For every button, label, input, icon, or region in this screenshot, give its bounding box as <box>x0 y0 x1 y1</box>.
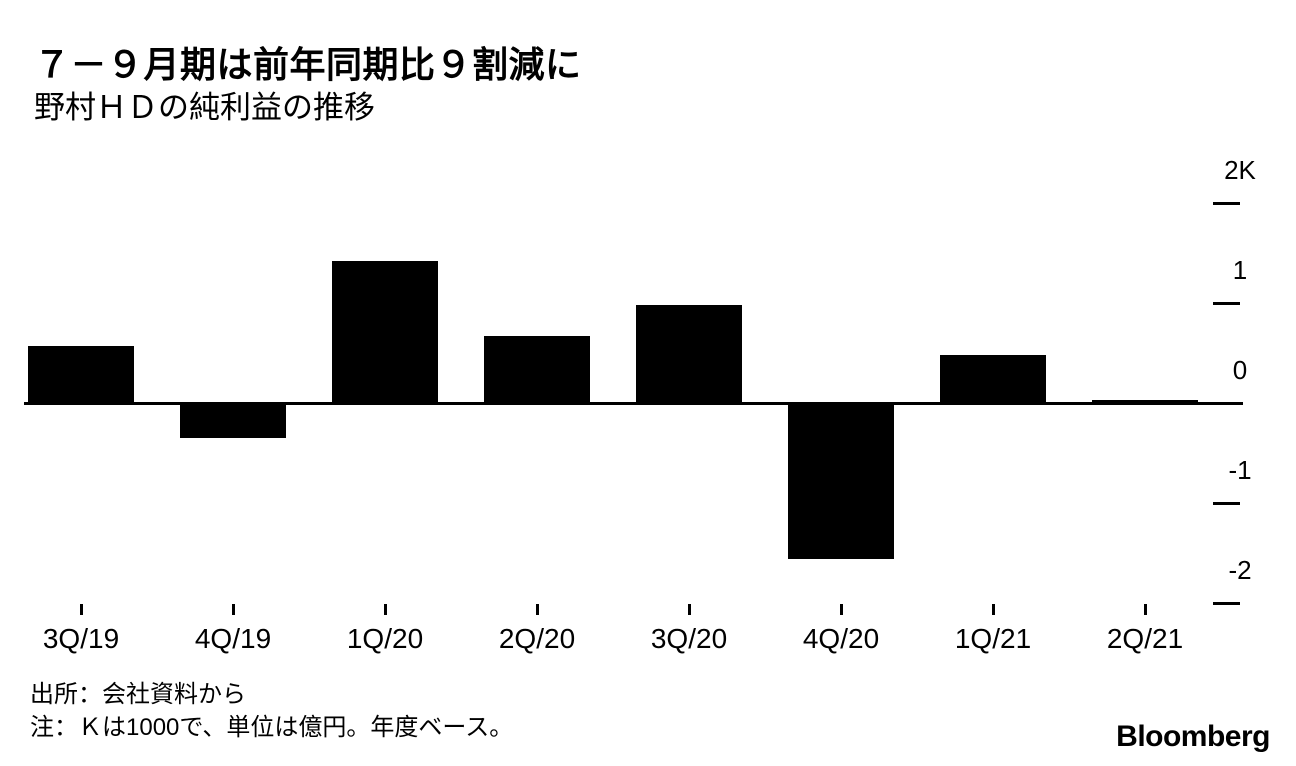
y-label-2k: 2K <box>1224 155 1256 185</box>
chart-footer: 出所：会社資料から 注：Ｋは1000で、単位は億円。年度ベース。 <box>30 678 513 744</box>
y-label--1: -1 <box>1228 455 1252 485</box>
y-tick--2 <box>1213 601 1240 605</box>
bar-3q-19 <box>28 346 134 404</box>
y-label--2: -2 <box>1228 555 1252 585</box>
source-note: 出所：会社資料から <box>30 681 246 708</box>
x-tick-2q-21 <box>1143 604 1147 615</box>
x-label-4q-20: 4Q/20 <box>802 623 880 654</box>
x-tick-2q-20 <box>535 604 539 615</box>
y-label-0: 0 <box>1232 355 1248 385</box>
y-label-1: 1 <box>1232 255 1248 285</box>
zero-axis-line <box>24 401 1243 405</box>
x-tick-1q-20 <box>383 604 387 615</box>
bar-2q-21 <box>1092 400 1198 404</box>
x-tick-4q-20 <box>839 604 843 615</box>
bar-4q-20 <box>788 403 894 559</box>
y-tick-2k <box>1213 201 1240 205</box>
x-tick-4q-19 <box>231 604 235 615</box>
bar-2q-20 <box>484 335 590 404</box>
unit-note: 注：Ｋは1000で、単位は億円。年度ベース。 <box>30 714 514 741</box>
x-label-2q-21: 2Q/21 <box>1106 623 1184 654</box>
x-label-2q-20: 2Q/20 <box>498 623 576 654</box>
x-label-1q-21: 1Q/21 <box>954 623 1032 654</box>
bar-4q-19 <box>180 403 286 438</box>
x-label-3q-20: 3Q/20 <box>650 623 728 654</box>
y-tick-0 <box>1213 401 1240 405</box>
y-tick-1 <box>1213 301 1240 305</box>
y-tick--1 <box>1213 501 1240 505</box>
x-label-3q-19: 3Q/19 <box>42 623 120 654</box>
bar-1q-20 <box>332 261 438 404</box>
chart-title: ７－９月期は前年同期比９割減に <box>34 44 582 85</box>
x-tick-3q-20 <box>687 604 691 615</box>
bar-1q-21 <box>940 355 1046 404</box>
x-label-1q-20: 1Q/20 <box>346 623 424 654</box>
x-label-4q-19: 4Q/19 <box>194 623 272 654</box>
bloomberg-logo: Bloomberg <box>1116 720 1270 753</box>
bar-3q-20 <box>636 305 742 404</box>
x-tick-3q-19 <box>79 604 83 615</box>
chart-subtitle: 野村ＨＤの純利益の推移 <box>34 90 375 125</box>
x-tick-1q-21 <box>991 604 995 615</box>
